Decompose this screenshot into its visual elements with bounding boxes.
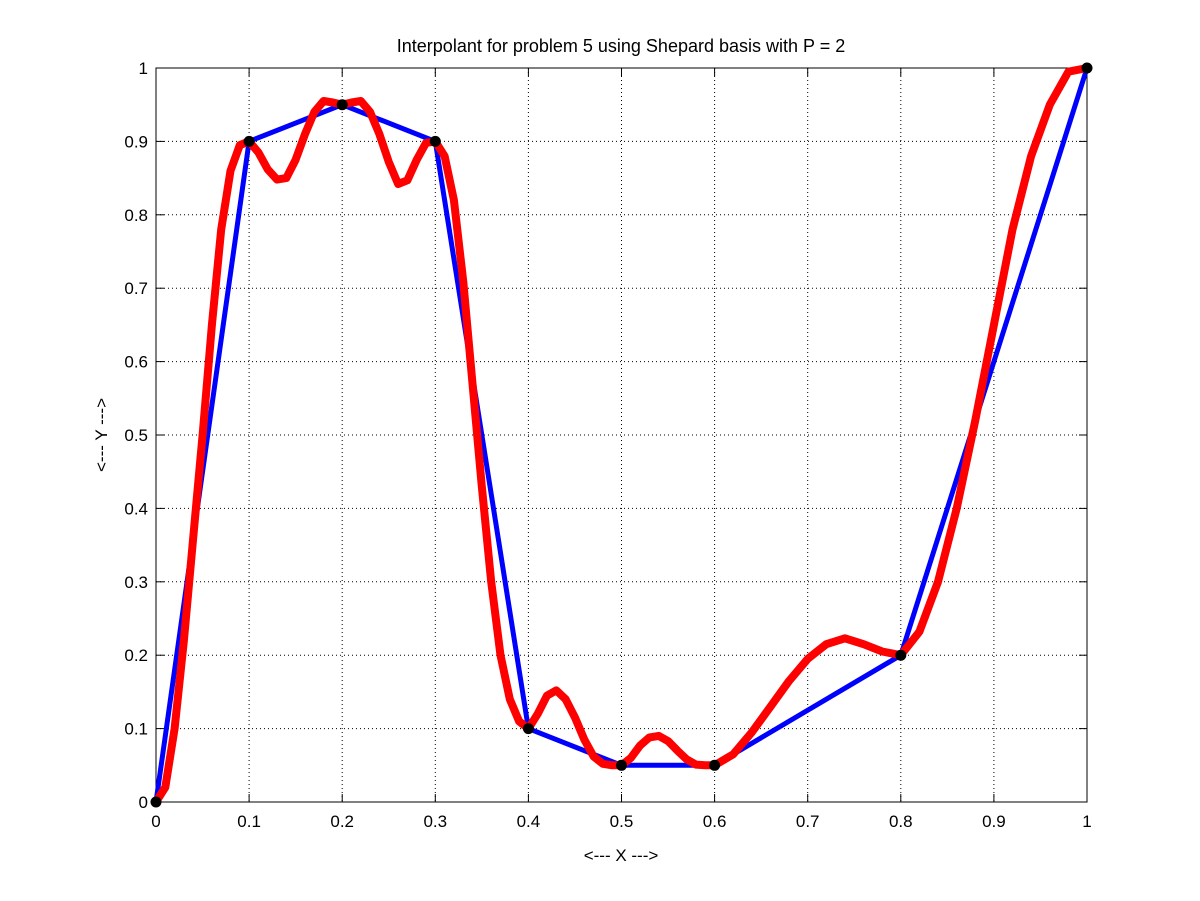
data-point <box>709 759 721 771</box>
plot-area <box>156 68 1087 802</box>
x-tick-label: 0.2 <box>330 812 354 831</box>
data-point <box>522 723 534 735</box>
x-tick-label: 0.7 <box>796 812 820 831</box>
x-tick-label: 0.3 <box>423 812 447 831</box>
data-point <box>336 99 348 111</box>
x-tick-label: 0.9 <box>982 812 1006 831</box>
x-tick-labels: 0 0.1 0.2 0.3 0.4 0.5 0.6 0.7 0.8 0.9 1 <box>151 812 1091 831</box>
y-tick-label: 1 <box>139 59 148 78</box>
x-tick-label: 0.8 <box>889 812 913 831</box>
y-tick-label: 0.2 <box>124 646 148 665</box>
x-tick-label: 0.6 <box>703 812 727 831</box>
y-axis-label: <--- Y ---> <box>92 398 111 472</box>
y-tick-label: 0.1 <box>124 720 148 739</box>
y-tick-labels: 0 0.1 0.2 0.3 0.4 0.5 0.6 0.7 0.8 0.9 1 <box>124 59 148 812</box>
data-point <box>243 135 255 147</box>
x-axis-label: <--- X ---> <box>584 846 659 865</box>
x-tick-label: 0.1 <box>237 812 261 831</box>
data-point <box>150 796 162 808</box>
data-point <box>429 135 441 147</box>
y-tick-label: 0.6 <box>124 353 148 372</box>
x-tick-label: 0.4 <box>517 812 541 831</box>
y-tick-label: 0 <box>139 793 148 812</box>
data-point <box>616 759 627 771</box>
y-tick-label: 0.4 <box>124 499 148 518</box>
plot-series <box>150 62 1093 808</box>
x-tick-label: 0 <box>151 812 160 831</box>
y-tick-label: 0.9 <box>124 132 148 151</box>
x-tick-label: 1 <box>1082 812 1091 831</box>
data-point <box>895 649 907 661</box>
data-point <box>1081 62 1093 74</box>
x-tick-label: 0.5 <box>610 812 634 831</box>
y-tick-label: 0.5 <box>124 426 148 445</box>
chart-title: Interpolant for problem 5 using Shepard … <box>397 36 845 56</box>
y-tick-label: 0.8 <box>124 206 148 225</box>
y-tick-label: 0.3 <box>124 573 148 592</box>
y-tick-label: 0.7 <box>124 279 148 298</box>
